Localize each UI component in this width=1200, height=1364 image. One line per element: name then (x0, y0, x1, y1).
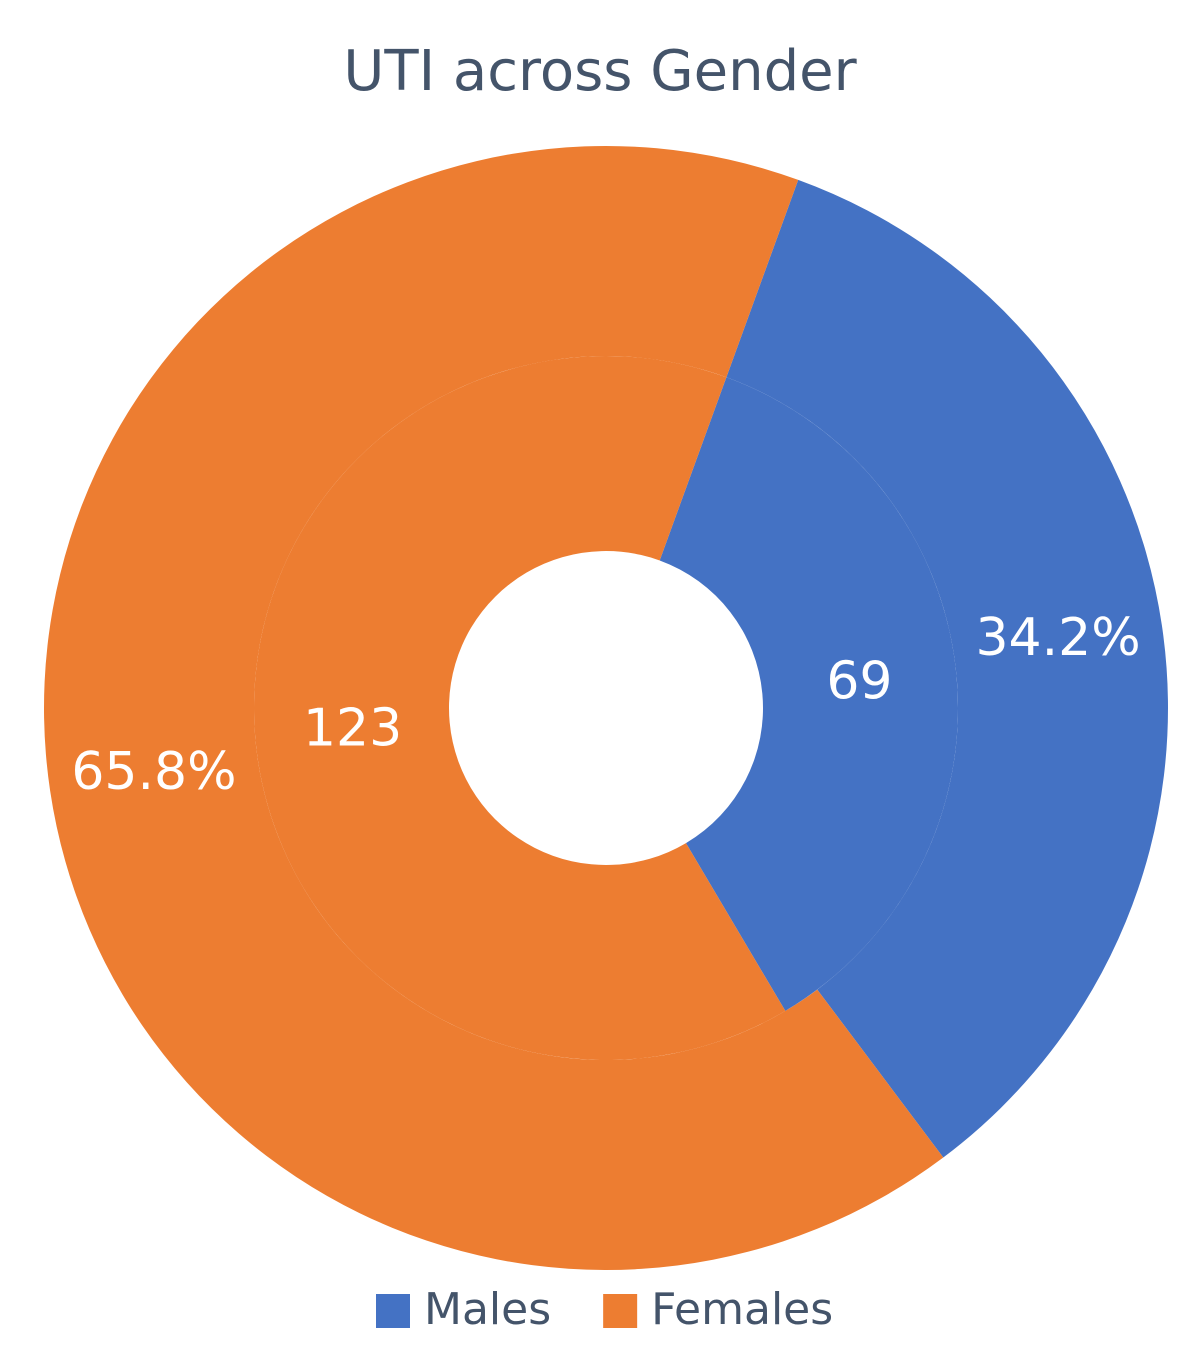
legend-swatch (376, 1294, 410, 1328)
donut-slice (659, 377, 958, 1011)
legend-swatch (603, 1294, 638, 1328)
legend-label: Females (651, 1284, 833, 1335)
donut-slice (726, 179, 1168, 1158)
legend-label: Males (424, 1284, 551, 1335)
data-label: 65.8% (71, 742, 236, 802)
data-label: 123 (303, 699, 402, 759)
donut-slice (253, 356, 786, 1060)
data-label: 69 (826, 651, 892, 711)
donut-slice (44, 145, 944, 1270)
chart-title: UTI across Gender (343, 39, 857, 104)
data-label: 34.2% (975, 608, 1140, 668)
legend: Males Females (376, 1284, 833, 1335)
